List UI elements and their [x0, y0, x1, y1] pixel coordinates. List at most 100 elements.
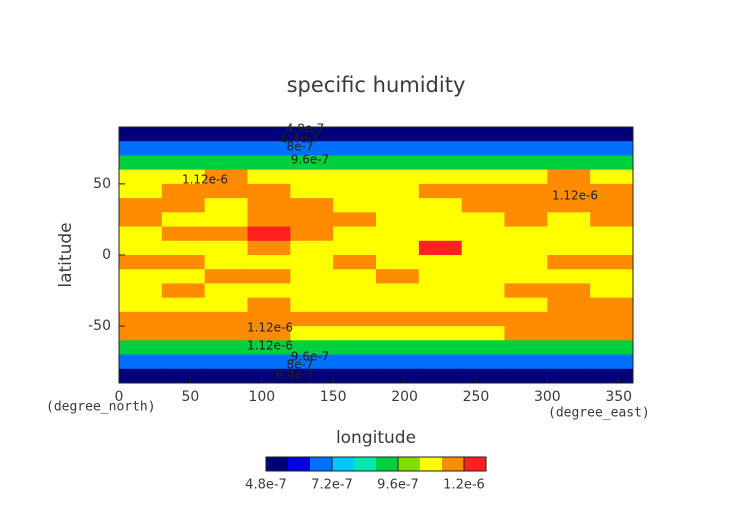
x-tick-label: 50 [181, 389, 199, 405]
contour-cell [161, 226, 206, 242]
contour-cell [461, 198, 505, 213]
colorbar-swatch [442, 457, 465, 471]
contour-cell [333, 340, 377, 356]
contour-cell [461, 311, 505, 327]
contour-cell [461, 226, 505, 242]
contour-cell [376, 354, 420, 370]
contour-cell [204, 183, 248, 199]
contour-cell [204, 354, 248, 370]
contour-cell [590, 240, 634, 256]
colorbar-swatch [376, 457, 399, 471]
contour-cell [547, 354, 591, 370]
contour-cell [333, 311, 377, 327]
contour-cell [504, 141, 548, 156]
contour-cell [161, 240, 206, 256]
contour-cell [204, 326, 248, 341]
contour-cell [547, 326, 591, 341]
x-tick-label: 350 [605, 389, 632, 405]
contour-cell [333, 354, 377, 370]
contour-cell [161, 326, 206, 341]
contour-cell [504, 183, 548, 199]
contour-cell [461, 255, 505, 270]
contour-cell [290, 141, 334, 156]
contour-cell [333, 155, 377, 171]
contour-cell [590, 183, 634, 199]
contour-cell [247, 155, 291, 171]
contour-cell [247, 255, 291, 270]
contour-cell [418, 297, 463, 313]
contour-cell [247, 297, 291, 313]
x-tick-label: 150 [320, 389, 347, 405]
contour-cell [290, 127, 334, 142]
contour-cell [290, 269, 334, 284]
contour-cell [547, 141, 591, 156]
contour-cell [590, 155, 634, 171]
contour-cell [247, 311, 291, 327]
colorbar-swatch [464, 457, 487, 471]
contour-cell [504, 255, 548, 270]
contour-cell [376, 141, 420, 156]
contour-cell [119, 297, 163, 313]
contour-cell [204, 255, 248, 270]
contour-cell [504, 297, 548, 313]
contour-cell [119, 155, 163, 171]
contour-cell [418, 212, 463, 228]
contour-cell [376, 283, 420, 299]
contour-cell [504, 169, 548, 185]
x-tick-label: 250 [463, 389, 490, 405]
contour-cell [504, 269, 548, 284]
contour-cell [418, 127, 463, 142]
contour-cell [504, 326, 548, 341]
contour-cell [161, 283, 206, 299]
contour-cell [161, 311, 206, 327]
contour-cell [418, 155, 463, 171]
contour-cell [290, 183, 334, 199]
contour-cell [290, 255, 334, 270]
contour-cell [461, 283, 505, 299]
contour-cell [161, 340, 206, 356]
contour-cell [418, 326, 463, 341]
contour-cell [376, 269, 420, 284]
contour-cell [504, 240, 548, 256]
contour-label: 9.6e-7 [291, 153, 329, 167]
contour-cell [547, 169, 591, 185]
contour-cell [418, 311, 463, 327]
x-axis-label: longitude [336, 428, 416, 448]
contour-cell [590, 297, 634, 313]
contour-cell [590, 283, 634, 299]
contour-cell [461, 212, 505, 228]
contour-cell [119, 183, 163, 199]
contour-cell [247, 183, 291, 199]
contour-cell [204, 226, 248, 242]
contour-cell [590, 198, 634, 213]
contour-cell [119, 141, 163, 156]
contour-cell [418, 226, 463, 242]
contour-cell [290, 169, 334, 185]
colorbar-swatch [332, 457, 355, 471]
contour-cell [547, 368, 591, 384]
contour-cell [590, 226, 634, 242]
contour-cell [376, 368, 420, 384]
contour-cell [461, 183, 505, 199]
x-tick-label: 200 [391, 389, 418, 405]
contour-cell [333, 269, 377, 284]
contour-cell [119, 198, 163, 213]
contour-cell [161, 297, 206, 313]
contour-cell [119, 169, 163, 185]
contour-cell [418, 240, 463, 256]
contour-cell [204, 212, 248, 228]
contour-cell [590, 340, 634, 356]
contour-label: 1.12e-6 [182, 173, 228, 187]
contour-cell [376, 340, 420, 356]
contour-cell [504, 226, 548, 242]
contour-cell [504, 311, 548, 327]
contour-label: 1.12e-6 [247, 321, 293, 335]
contour-cell [547, 255, 591, 270]
contour-cell [247, 127, 291, 142]
contour-cell [376, 127, 420, 142]
contour-cell [504, 198, 548, 213]
contour-cell [333, 198, 377, 213]
contour-cell [333, 127, 377, 142]
contour-cell [418, 283, 463, 299]
